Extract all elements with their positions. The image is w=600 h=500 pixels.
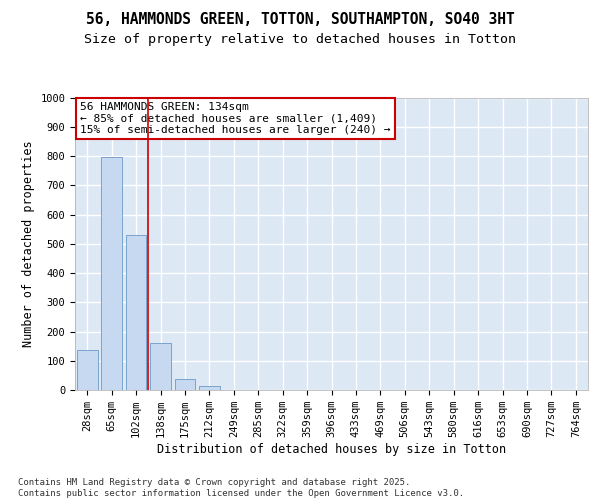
Y-axis label: Number of detached properties: Number of detached properties: [22, 140, 35, 347]
Bar: [77, 350, 98, 390]
Bar: [175, 379, 196, 390]
Text: Contains HM Land Registry data © Crown copyright and database right 2025.
Contai: Contains HM Land Registry data © Crown c…: [18, 478, 464, 498]
Text: Size of property relative to detached houses in Totton: Size of property relative to detached ho…: [84, 32, 516, 46]
Text: 56, HAMMONDS GREEN, TOTTON, SOUTHAMPTON, SO40 3HT: 56, HAMMONDS GREEN, TOTTON, SOUTHAMPTON,…: [86, 12, 514, 28]
Bar: [150, 342, 171, 390]
Bar: [199, 386, 220, 390]
Text: 56 HAMMONDS GREEN: 134sqm
← 85% of detached houses are smaller (1,409)
15% of se: 56 HAMMONDS GREEN: 134sqm ← 85% of detac…: [80, 102, 391, 135]
Bar: [125, 235, 146, 390]
Bar: [101, 158, 122, 390]
X-axis label: Distribution of detached houses by size in Totton: Distribution of detached houses by size …: [157, 443, 506, 456]
